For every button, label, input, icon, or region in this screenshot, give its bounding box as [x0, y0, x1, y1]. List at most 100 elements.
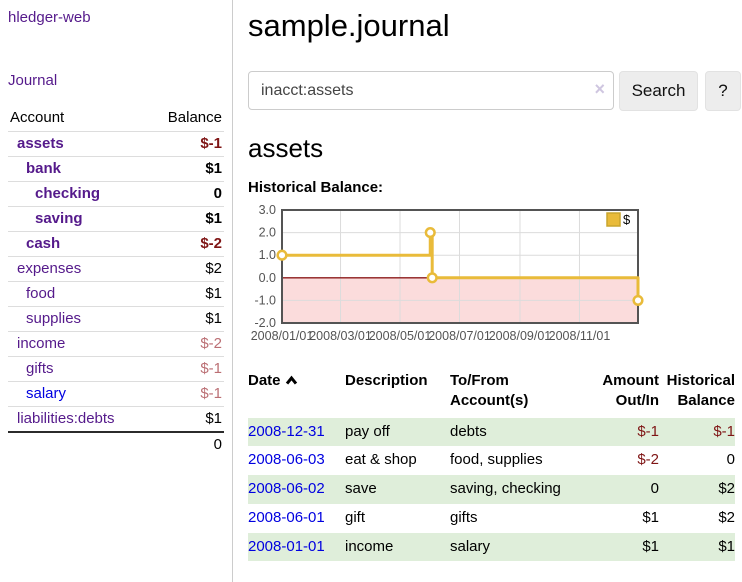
- account-link[interactable]: liabilities:debts: [17, 410, 115, 427]
- account-balance: $-1: [147, 131, 224, 157]
- account-balance: 0: [147, 181, 224, 207]
- account-link[interactable]: food: [26, 285, 56, 302]
- transaction-accounts: salary: [450, 532, 582, 562]
- transaction-date-link[interactable]: 2008-06-03: [248, 451, 325, 469]
- transaction-description: eat & shop: [345, 451, 417, 469]
- account-row: food $1: [8, 281, 224, 307]
- account-balance: $1: [147, 281, 224, 307]
- account-link[interactable]: assets: [17, 135, 64, 152]
- register-table: Date Description To/From Account(s) Amou…: [248, 367, 735, 562]
- register-row: 2008-01-01 income salary $1 $1: [248, 532, 735, 562]
- account-row: salary $-1: [8, 381, 224, 407]
- register-header-balance: Historical Balance: [666, 372, 735, 410]
- accounts-header-balance: Balance: [167, 109, 222, 126]
- register-header-row: Date Description To/From Account(s) Amou…: [248, 367, 735, 418]
- nav-journal-link[interactable]: Journal: [8, 72, 58, 89]
- transaction-description: pay off: [345, 417, 450, 447]
- chart-title: Historical Balance:: [248, 179, 384, 196]
- sidebar: hledger-web Journal Account Balance asse…: [0, 0, 233, 582]
- account-link[interactable]: saving: [35, 210, 83, 227]
- transaction-amount: $-1: [582, 417, 660, 447]
- transaction-balance: $2: [660, 475, 735, 504]
- account-link[interactable]: salary: [26, 385, 67, 402]
- accounts-total-value: 0: [147, 431, 224, 457]
- transaction-accounts: debts: [450, 417, 582, 447]
- transaction-accounts: gifts: [450, 508, 478, 526]
- clear-search-icon[interactable]: ×: [594, 79, 605, 99]
- search-box: ×: [248, 71, 614, 110]
- svg-text:2008/07/01: 2008/07/01: [428, 329, 491, 343]
- svg-text:2008/03/01: 2008/03/01: [309, 329, 372, 343]
- sidebar-nav: Journal: [8, 72, 224, 89]
- svg-text:2.0: 2.0: [259, 226, 276, 240]
- brand-link[interactable]: hledger-web: [8, 9, 91, 26]
- register-header-accounts: To/From Account(s): [450, 372, 529, 410]
- register-header-date[interactable]: Date: [248, 367, 345, 418]
- register-header-amount: Amount Out/In: [602, 372, 659, 410]
- svg-text:1.0: 1.0: [259, 248, 276, 262]
- account-balance: $1: [147, 406, 224, 432]
- search-button[interactable]: Search: [619, 71, 698, 111]
- account-row: saving $1: [8, 206, 224, 232]
- account-balance: $1: [147, 306, 224, 332]
- register-row: 2008-06-01 gift gifts $1 $2: [248, 504, 735, 533]
- account-link[interactable]: bank: [26, 160, 62, 177]
- accounts-balance-table: Account Balance assets $-1 bank $1 checking 0…: [8, 105, 224, 457]
- transaction-date-link[interactable]: 2008-06-01: [248, 508, 325, 526]
- transaction-date-link[interactable]: 2008-06-02: [248, 480, 325, 497]
- svg-text:-2.0: -2.0: [254, 316, 276, 330]
- svg-text:2008/05/01: 2008/05/01: [369, 329, 432, 343]
- register-header-description: Description: [345, 372, 428, 389]
- svg-text:$: $: [623, 212, 631, 227]
- account-balance: $-1: [147, 356, 224, 382]
- account-row: cash $-2: [8, 231, 224, 257]
- account-link[interactable]: income: [17, 335, 66, 352]
- svg-text:2008/01/01: 2008/01/01: [251, 329, 314, 343]
- register-row: 2008-06-02 save saving, checking 0 $2: [248, 475, 735, 504]
- account-link[interactable]: expenses: [17, 260, 82, 277]
- account-row: expenses $2: [8, 256, 224, 282]
- main-content: sample.journal × Search ? assets Histori…: [233, 0, 742, 582]
- transaction-description: income: [345, 532, 450, 562]
- search-form: × Search ?: [248, 71, 741, 111]
- svg-text:2008/11/01: 2008/11/01: [549, 329, 611, 343]
- account-row: bank $1: [8, 156, 224, 182]
- account-link[interactable]: supplies: [26, 310, 82, 327]
- account-row: supplies $1: [8, 306, 224, 332]
- account-link[interactable]: checking: [35, 185, 101, 202]
- search-input[interactable]: [248, 71, 614, 110]
- transaction-amount: 0: [582, 475, 660, 504]
- transaction-amount: $1: [642, 508, 659, 526]
- transaction-balance: $1: [660, 532, 735, 562]
- account-row: gifts $-1: [8, 356, 224, 382]
- account-balance: $-2: [147, 231, 224, 257]
- accounts-total-row: 0: [8, 431, 224, 457]
- account-link[interactable]: gifts: [26, 360, 54, 377]
- historical-balance-chart: 3.0 2.0 1.0 0.0 -1.0 -2.0 2008/01/01 2008/03/01…: [248, 203, 741, 346]
- transaction-date-link[interactable]: 2008-01-01: [248, 537, 325, 555]
- sort-ascending-icon: [285, 372, 298, 392]
- transaction-description: save: [345, 475, 450, 504]
- svg-text:0.0: 0.0: [259, 271, 276, 285]
- account-link[interactable]: cash: [26, 235, 61, 252]
- account-row: checking 0: [8, 181, 224, 207]
- app-brand: hledger-web: [8, 9, 224, 26]
- transaction-balance: $2: [718, 508, 735, 526]
- page-title: sample.journal: [248, 8, 450, 43]
- account-row: income $-2: [8, 331, 224, 357]
- account-balance: $1: [147, 156, 224, 182]
- svg-text:3.0: 3.0: [259, 203, 276, 217]
- account-row: liabilities:debts $1: [8, 406, 224, 432]
- account-row: assets $-1: [8, 131, 224, 157]
- accounts-header-row: Account Balance: [8, 105, 224, 132]
- transaction-accounts: food, supplies: [450, 451, 543, 469]
- account-balance: $1: [147, 206, 224, 232]
- register-row: 2008-12-31 pay off debts $-1 $-1: [248, 417, 735, 447]
- register-row: 2008-06-03 eat & shop food, supplies $-2 0: [248, 446, 735, 475]
- help-button[interactable]: ?: [705, 71, 741, 111]
- transaction-amount: $1: [582, 532, 660, 562]
- transaction-balance: $-1: [660, 417, 735, 447]
- transaction-date-link[interactable]: 2008-12-31: [248, 422, 325, 440]
- transaction-accounts: saving, checking: [450, 475, 582, 504]
